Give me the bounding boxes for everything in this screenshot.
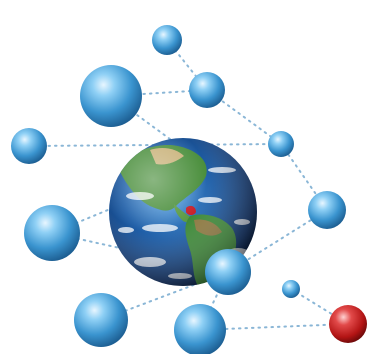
network-node-icon	[80, 65, 142, 127]
network-node-icon	[308, 191, 346, 229]
network-node-icon	[268, 131, 294, 157]
network-node-icon	[24, 205, 80, 261]
network-node-icon	[205, 249, 251, 295]
network-node-icon-highlighted	[329, 305, 367, 343]
network-node-icon	[174, 304, 226, 354]
network-node-icon	[189, 72, 225, 108]
network-nodes	[11, 25, 367, 354]
network-node-icon	[74, 293, 128, 347]
network-node-icon	[282, 280, 300, 298]
network-node-icon	[152, 25, 182, 55]
network-node-icon	[11, 128, 47, 164]
